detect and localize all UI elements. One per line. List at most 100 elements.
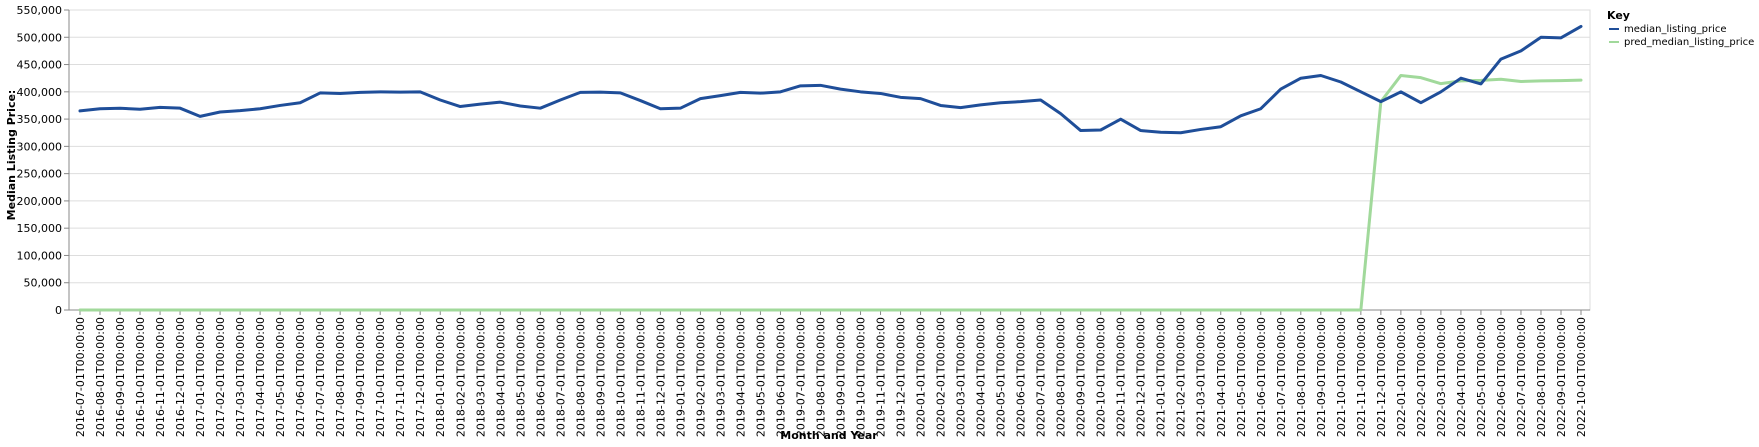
y-tick-label: 500,000 [17, 31, 63, 44]
x-tick-label: 2016-10-01T00:00:00 [134, 317, 147, 437]
x-tick-label: 2020-12-01T00:00:00 [1135, 317, 1148, 437]
x-tick-label: 2019-07-01T00:00:00 [794, 317, 807, 437]
x-tick-label: 2019-08-01T00:00:00 [814, 317, 827, 437]
x-tick-label: 2017-08-01T00:00:00 [334, 317, 347, 437]
x-tick-label: 2017-05-01T00:00:00 [274, 317, 287, 437]
x-tick-label: 2017-04-01T00:00:00 [254, 317, 267, 437]
y-tick-label: 350,000 [17, 113, 63, 126]
y-tick-label: 300,000 [17, 140, 63, 153]
x-tick-label: 2021-09-01T00:00:00 [1315, 317, 1328, 437]
x-tick-label: 2018-04-01T00:00:00 [494, 317, 507, 437]
x-tick-label: 2017-03-01T00:00:00 [234, 317, 247, 437]
x-tick-label: 2021-02-01T00:00:00 [1175, 317, 1188, 437]
y-tick-label: 450,000 [17, 59, 63, 72]
gridlines [69, 9, 1590, 311]
legend-label: median_listing_price [1624, 24, 1727, 35]
y-tick-label: 250,000 [17, 168, 63, 181]
x-tick-label: 2017-11-01T00:00:00 [394, 317, 407, 437]
y-axis-title: Median Listing Price: [5, 90, 18, 221]
x-tick-label: 2021-12-01T00:00:00 [1375, 317, 1388, 437]
x-tick-label: 2016-12-01T00:00:00 [174, 317, 187, 437]
x-tick-label: 2020-11-01T00:00:00 [1115, 317, 1128, 437]
x-tick-label: 2020-01-01T00:00:00 [915, 317, 928, 437]
x-tick-label: 2018-08-01T00:00:00 [574, 317, 587, 437]
x-tick-label: 2019-09-01T00:00:00 [835, 317, 848, 437]
x-tick-label: 2016-11-01T00:00:00 [154, 317, 167, 437]
x-tick-label: 2019-03-01T00:00:00 [714, 317, 727, 437]
x-tick-label: 2020-05-01T00:00:00 [995, 317, 1008, 437]
x-tick-label: 2017-01-01T00:00:00 [194, 317, 207, 437]
x-tick-label: 2019-06-01T00:00:00 [774, 317, 787, 437]
x-tick-label: 2018-02-01T00:00:00 [454, 317, 467, 437]
x-tick-label: 2020-08-01T00:00:00 [1055, 317, 1068, 437]
x-tick-label: 2019-12-01T00:00:00 [895, 317, 908, 437]
x-tick-label: 2022-08-01T00:00:00 [1535, 317, 1548, 437]
x-tick-label: 2021-03-01T00:00:00 [1195, 317, 1208, 437]
x-tick-label: 2020-02-01T00:00:00 [935, 317, 948, 437]
x-axis: 2016-07-01T00:00:00 2016-08-01T00:00:00 20… [69, 309, 1590, 437]
x-tick-label: 2021-10-01T00:00:00 [1335, 317, 1348, 437]
x-tick-label: 2019-01-01T00:00:00 [674, 317, 687, 437]
x-tick-label: 2018-06-01T00:00:00 [534, 317, 547, 437]
x-tick-label: 2021-11-01T00:00:00 [1355, 317, 1368, 437]
series-line-pred_median_listing_price [78, 73, 1583, 312]
x-tick-label: 2022-06-01T00:00:00 [1495, 317, 1508, 437]
x-tick-label: 2017-12-01T00:00:00 [414, 317, 427, 437]
x-tick-label: 2022-10-01T00:00:00 [1575, 317, 1588, 437]
x-tick-label: 2022-07-01T00:00:00 [1515, 317, 1528, 437]
x-tick-label: 2021-01-01T00:00:00 [1155, 317, 1168, 437]
x-tick-label: 2018-10-01T00:00:00 [614, 317, 627, 437]
x-tick-label: 2018-03-01T00:00:00 [474, 317, 487, 437]
y-tick-label: 150,000 [17, 222, 63, 235]
x-tick-label: 2020-04-01T00:00:00 [975, 317, 988, 437]
x-tick-label: 2019-11-01T00:00:00 [875, 317, 888, 437]
x-tick-label: 2018-01-01T00:00:00 [434, 317, 447, 437]
plot-area [68, 9, 1591, 311]
x-tick-label: 2021-04-01T00:00:00 [1215, 317, 1228, 437]
x-tick-label: 2020-10-01T00:00:00 [1095, 317, 1108, 437]
x-tick-label: 2019-05-01T00:00:00 [754, 317, 767, 437]
y-tick-label: 50,000 [24, 277, 63, 290]
y-tick-label: 0 [55, 304, 62, 317]
x-tick-label: 2022-04-01T00:00:00 [1455, 317, 1468, 437]
y-tick-label: 550,000 [17, 4, 63, 17]
x-tick-label: 2022-09-01T00:00:00 [1555, 317, 1568, 437]
x-tick-label: 2018-12-01T00:00:00 [654, 317, 667, 437]
x-tick-label: 2017-09-01T00:00:00 [354, 317, 367, 437]
plot-frame [68, 9, 1591, 311]
x-tick-label: 2016-07-01T00:00:00 [74, 317, 87, 437]
x-tick-label: 2021-08-01T00:00:00 [1295, 317, 1308, 437]
y-tick-label: 400,000 [17, 86, 63, 99]
x-tick-label: 2016-09-01T00:00:00 [114, 317, 127, 437]
x-tick-label: 2021-07-01T00:00:00 [1275, 317, 1288, 437]
x-tick-label: 2020-03-01T00:00:00 [955, 317, 968, 437]
x-tick-label: 2021-05-01T00:00:00 [1235, 317, 1248, 437]
y-axis: 0 50,000 100,000 150,000 200,000 250,000 300,0… [17, 4, 70, 317]
x-tick-label: 2017-06-01T00:00:00 [294, 317, 307, 437]
x-tick-label: 2020-09-01T00:00:00 [1075, 317, 1088, 437]
x-tick-label: 2022-03-01T00:00:00 [1435, 317, 1448, 437]
x-tick-label: 2022-01-01T00:00:00 [1395, 317, 1408, 437]
x-tick-label: 2018-05-01T00:00:00 [514, 317, 527, 437]
legend-title: Key [1607, 9, 1630, 22]
series-line-median_listing_price [78, 24, 1583, 135]
x-tick-label: 2017-10-01T00:00:00 [374, 317, 387, 437]
x-tick-label: 2021-06-01T00:00:00 [1255, 317, 1268, 437]
x-tick-label: 2018-11-01T00:00:00 [634, 317, 647, 437]
legend: Key median_listing_price pred_median_list… [1607, 9, 1754, 48]
legend-label: pred_median_listing_price [1624, 37, 1754, 48]
series-lines [78, 24, 1583, 312]
y-tick-label: 100,000 [17, 249, 63, 262]
x-tick-label: 2017-07-01T00:00:00 [314, 317, 327, 437]
x-axis-title: Month and Year [780, 429, 878, 442]
x-tick-label: 2016-08-01T00:00:00 [94, 317, 107, 437]
x-tick-label: 2020-07-01T00:00:00 [1035, 317, 1048, 437]
x-tick-label: 2019-04-01T00:00:00 [734, 317, 747, 437]
y-tick-label: 200,000 [17, 195, 63, 208]
x-tick-label: 2020-06-01T00:00:00 [1015, 317, 1028, 437]
x-tick-label: 2019-10-01T00:00:00 [855, 317, 868, 437]
x-tick-label: 2018-09-01T00:00:00 [594, 317, 607, 437]
x-tick-label: 2022-05-01T00:00:00 [1475, 317, 1488, 437]
x-tick-label: 2017-02-01T00:00:00 [214, 317, 227, 437]
